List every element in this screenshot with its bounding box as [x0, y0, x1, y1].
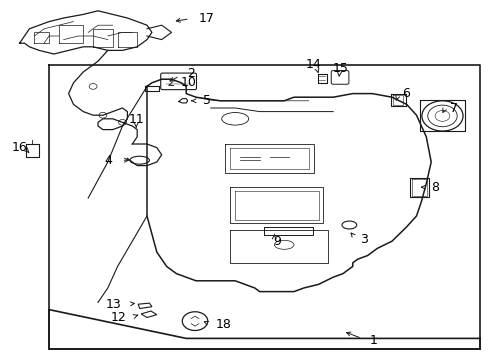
- Text: 16: 16: [12, 141, 27, 154]
- Text: 13: 13: [106, 298, 122, 311]
- Text: 7: 7: [450, 102, 458, 114]
- Text: 14: 14: [306, 58, 321, 71]
- Text: 2: 2: [187, 67, 195, 80]
- Text: 15: 15: [333, 62, 348, 75]
- Text: 6: 6: [402, 87, 410, 100]
- Text: 17: 17: [198, 12, 214, 24]
- Text: 18: 18: [216, 318, 231, 331]
- Text: 8: 8: [431, 181, 439, 194]
- FancyBboxPatch shape: [331, 71, 349, 84]
- Text: 1: 1: [370, 334, 378, 347]
- FancyBboxPatch shape: [161, 73, 196, 90]
- Text: 4: 4: [105, 154, 113, 167]
- Text: 11: 11: [128, 113, 144, 126]
- Text: 9: 9: [273, 235, 281, 248]
- Text: 12: 12: [111, 311, 126, 324]
- Text: 10: 10: [180, 76, 196, 89]
- Text: 5: 5: [203, 94, 211, 107]
- Text: 3: 3: [360, 233, 368, 246]
